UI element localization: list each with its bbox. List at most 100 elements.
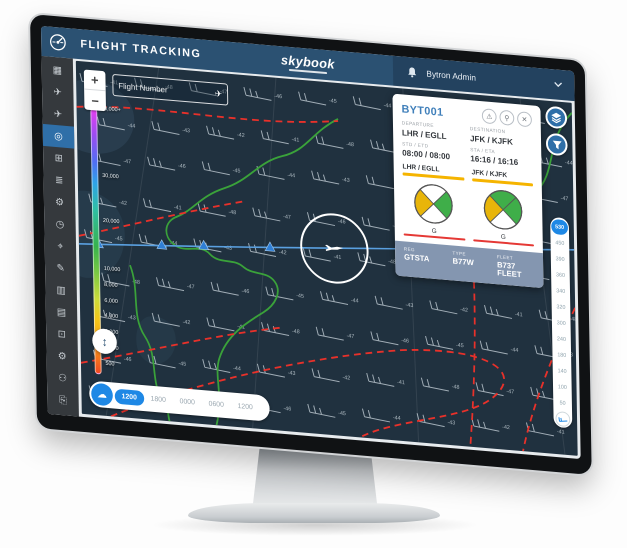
flight-level-option[interactable]: 300 — [556, 319, 566, 327]
layers-button[interactable] — [545, 105, 568, 130]
schedule-clock-icon[interactable]: ◷ — [55, 218, 65, 231]
weather-cloud-icon[interactable]: ☁ — [91, 382, 114, 407]
timeline-option[interactable]: 0000 — [179, 397, 195, 406]
svg-text:-45: -45 — [338, 411, 346, 418]
flight-level-option[interactable]: 240 — [556, 335, 567, 343]
svg-text:-46: -46 — [178, 163, 186, 170]
flight-level-option[interactable]: 530 — [551, 218, 569, 236]
filter-funnel-icon — [552, 140, 562, 149]
flight-level-option[interactable]: 340 — [556, 287, 566, 295]
flight-level-option[interactable]: 140 — [557, 367, 567, 375]
svg-text:-44: -44 — [128, 123, 136, 130]
search-flight-icon[interactable]: ✈ — [214, 88, 223, 99]
briefing-list-icon[interactable]: ≣ — [55, 174, 64, 187]
notification-bell-icon[interactable] — [407, 66, 418, 79]
svg-text:-44: -44 — [351, 298, 359, 305]
fleet-field: FLEET B737 FLEET — [496, 254, 522, 280]
svg-text:-43: -43 — [182, 128, 190, 135]
station-weather-widgets: LHR / EGLL G JFK / KJFK G — [402, 163, 535, 247]
timeline-option[interactable]: 0600 — [208, 400, 224, 409]
timeline-option[interactable]: 1800 — [150, 395, 166, 404]
svg-text:-48: -48 — [132, 279, 140, 286]
weather-compass-dial — [414, 183, 453, 224]
svg-text:-43: -43 — [405, 302, 413, 309]
flight-number-input[interactable] — [118, 80, 215, 99]
user-menu-label[interactable]: Bytron Admin — [426, 68, 476, 83]
destination-field: DESTINATION JFK / KJFK — [469, 127, 513, 147]
zoom-out-button[interactable]: − — [91, 92, 99, 109]
filter-button[interactable] — [545, 132, 568, 157]
aircraft-icon — [325, 241, 344, 256]
aircraft-config-icon[interactable]: ⚙ — [55, 196, 65, 209]
station-weather-widget: JFK / KJFK G — [472, 169, 535, 247]
svg-text:-48: -48 — [228, 210, 236, 217]
reg-field: REG GTSTA — [403, 246, 430, 264]
departure-field: DEPARTURE LHR / EGLL — [401, 121, 447, 141]
monitor: FLIGHT TRACKING skybook Bytron Admin — [30, 14, 592, 475]
flight-level-option[interactable]: 360 — [555, 271, 565, 279]
settings-gear-icon[interactable]: ⚙ — [57, 350, 67, 363]
svg-text:-46: -46 — [401, 338, 409, 345]
timeline-option[interactable]: 1200 — [114, 388, 144, 406]
user-panel[interactable]: Bytron Admin — [392, 55, 575, 102]
flight-level-option[interactable]: 320 — [556, 303, 566, 311]
svg-text:-47: -47 — [123, 159, 131, 166]
svg-text:-47: -47 — [506, 389, 514, 396]
flight-level-option[interactable]: 100 — [557, 383, 567, 391]
chevron-down-icon[interactable] — [554, 81, 563, 88]
svg-text:-46: -46 — [241, 289, 249, 296]
timeline-option[interactable]: 1200 — [237, 402, 253, 411]
svg-text:-48: -48 — [452, 384, 460, 391]
alert-button[interactable]: ⚠ — [481, 108, 497, 125]
flight-ops-icon[interactable]: ✈ — [53, 108, 63, 121]
svg-text:-44: -44 — [384, 103, 392, 110]
svg-text:-42: -42 — [502, 424, 510, 431]
svg-text:-42: -42 — [119, 200, 127, 207]
analytics-chart-icon[interactable]: ▥ — [56, 284, 66, 297]
dashboard-icon[interactable]: ▦ — [52, 64, 63, 77]
svg-text:-44: -44 — [287, 173, 295, 180]
map-canvas[interactable]: -41 -48 -47 -46 -45 -44 -43 -42 -41 -44 -43 -42 -41 -… — [75, 60, 578, 456]
svg-text:-44: -44 — [511, 347, 519, 354]
close-card-button[interactable]: ✕ — [517, 111, 532, 128]
svg-text:-41: -41 — [110, 80, 118, 87]
zoom-in-button[interactable]: + — [83, 69, 106, 92]
locate-button[interactable]: ⚲ — [499, 109, 515, 126]
flight-level-option[interactable]: 450 — [555, 239, 565, 247]
monitor-stand-base — [188, 503, 440, 523]
svg-text:-47: -47 — [347, 333, 355, 340]
flight-level-option[interactable]: 180 — [557, 351, 567, 359]
screen: FLIGHT TRACKING skybook Bytron Admin — [40, 25, 581, 460]
std-etd-field: STD / ETD 08:00 / 08:00 — [402, 141, 451, 162]
svg-text:-48: -48 — [388, 259, 396, 266]
type-field: TYPE B77W — [452, 250, 474, 267]
svg-text:-44: -44 — [233, 366, 241, 373]
sidebar: ▦ ✈ ✈ ◎ ⊞ ≣ ⚙ ◷ ⌖ ✎ ▥ ▤ ⊡ ⚙ ⚇ ⎘ — [41, 55, 79, 417]
departures-board-icon[interactable]: ⊞ — [54, 152, 64, 165]
displays-icon[interactable]: ⊡ — [57, 328, 67, 341]
svg-text:-43: -43 — [288, 370, 296, 377]
svg-text:-42: -42 — [279, 250, 287, 257]
wind-barb-toggle-icon[interactable] — [555, 410, 571, 428]
flight-table-icon[interactable]: ▤ — [56, 306, 67, 319]
svg-text:-41: -41 — [515, 312, 523, 319]
report-edit-icon[interactable]: ✎ — [56, 262, 65, 275]
svg-text:-46: -46 — [124, 356, 132, 363]
flight-plans-icon[interactable]: ✈ — [53, 86, 62, 99]
svg-text:-47: -47 — [187, 284, 195, 291]
svg-text:-46: -46 — [338, 219, 346, 226]
svg-text:-43: -43 — [342, 177, 350, 184]
svg-text:-42: -42 — [342, 375, 350, 382]
skybook-brand-logo: skybook — [281, 52, 335, 74]
export-doc-icon[interactable]: ⎘ — [58, 394, 68, 407]
flight-level-option[interactable]: 390 — [555, 255, 565, 263]
svg-text:-45: -45 — [115, 236, 123, 243]
monitor-stand-neck — [252, 448, 378, 512]
svg-text:-44: -44 — [393, 415, 401, 422]
user-profile-icon[interactable]: ⚇ — [58, 372, 68, 385]
flight-tracking-radar-icon[interactable]: ◎ — [42, 123, 75, 149]
pin-board-icon[interactable]: ⌖ — [57, 240, 64, 252]
flight-callsign: BYT001 — [401, 102, 444, 119]
flight-level-option[interactable]: 50 — [559, 399, 566, 407]
